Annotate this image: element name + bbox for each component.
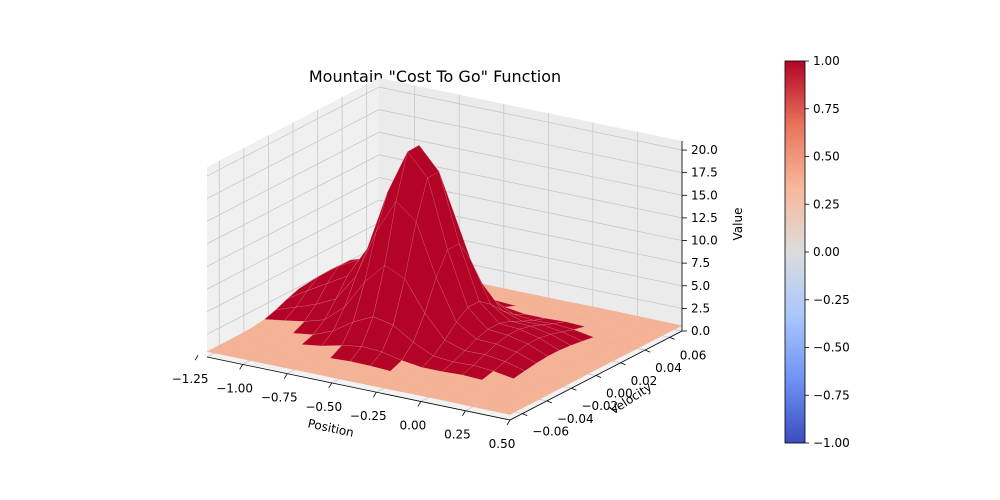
x-axis-line (206, 356, 511, 421)
colorbar-tick-label: −1.00 (813, 436, 850, 450)
z-tick-labels: 0.0 2.5 5.0 7.5 10.0 12.5 15.0 17.5 20.0 (682, 143, 718, 338)
z-tick-label: 0.0 (691, 324, 710, 338)
y-tick-mark (620, 362, 626, 366)
x-tick-mark (194, 354, 199, 361)
x-tick-label: −0.75 (261, 391, 298, 405)
y-tick-label: −0.06 (532, 425, 569, 439)
z-tick-label: 7.5 (691, 256, 710, 270)
z-axis-label: Value (731, 208, 745, 241)
colorbar-tick-label: −0.25 (813, 293, 850, 307)
z-tick-label: 17.5 (691, 166, 718, 180)
z-tick-label: 2.5 (691, 301, 710, 315)
x-axis-label: Position (307, 416, 356, 439)
grid-line (206, 131, 380, 222)
grid-line (378, 131, 683, 196)
x-tick-mark (372, 392, 377, 398)
chart-title: Mountain "Cost To Go" Function (309, 67, 561, 86)
colorbar-tick-label: 0.00 (813, 245, 840, 259)
x-tick-label: −0.50 (305, 400, 342, 414)
y-tick-mark (546, 400, 553, 404)
y-tick-label: 0.02 (631, 374, 658, 388)
colorbar-tick-label: −0.75 (813, 388, 850, 402)
x-tick-label: 0.00 (400, 418, 427, 432)
x-tick-mark (417, 401, 422, 407)
y-tick-mark (595, 375, 602, 378)
x-tick-mark (328, 382, 333, 389)
z-tick-label: 15.0 (691, 188, 718, 202)
colorbar-tick-label: 0.75 (813, 102, 840, 116)
colorbar-ticks: 1.00 0.75 0.50 0.25 0.00 −0.25 −0.50 −0.75 −1.00 (805, 54, 850, 450)
grid-line (378, 86, 683, 151)
colorbar-tick-label: 1.00 (813, 54, 840, 68)
grid-line (378, 109, 683, 174)
z-tick-label: 10.0 (691, 234, 718, 248)
y-tick-mark (522, 413, 528, 417)
x-tick-label: −1.00 (216, 381, 253, 395)
z-tick-label: 5.0 (691, 279, 710, 293)
x-tick-labels: −1.25 −1.00 −0.75 −0.50 −0.25 0.00 0.25 0.50 (172, 354, 516, 451)
grid-line (206, 109, 380, 200)
y-tick-label: 0.00 (606, 387, 633, 401)
colorbar-tick-label: −0.50 (813, 341, 850, 355)
colorbar (784, 60, 806, 444)
grid-line (206, 177, 380, 267)
x-tick-label: −1.25 (172, 372, 209, 386)
y-tick-mark (644, 349, 651, 353)
z-tick-label: 12.5 (691, 211, 718, 225)
y-tick-label: 0.04 (655, 361, 682, 375)
x-tick-mark (462, 410, 466, 416)
x-tick-mark (506, 419, 511, 426)
surface-patch (487, 403, 522, 415)
x-tick-label: −0.25 (350, 409, 387, 423)
y-tick-label: −0.02 (581, 399, 618, 413)
z-tick-label: 20.0 (691, 143, 718, 157)
surface-plot (206, 144, 683, 415)
grid-line (206, 86, 380, 177)
y-tick-label: 0.06 (680, 348, 707, 362)
x-tick-mark (239, 364, 243, 370)
x-tick-mark (283, 373, 288, 379)
y-tick-mark (669, 336, 675, 340)
y-tick-labels: −0.06−0.04−0.020.000.020.040.06 (522, 336, 707, 439)
x-tick-label: 0.25 (444, 428, 471, 442)
y-tick-mark (571, 387, 577, 391)
colorbar-tick-label: 0.50 (813, 150, 840, 164)
grid-line (206, 222, 380, 313)
grid-line (206, 154, 380, 245)
y-tick-label: −0.04 (557, 412, 594, 426)
grid-line (206, 199, 380, 290)
colorbar-tick-label: 0.25 (813, 197, 840, 211)
x-tick-label: 0.50 (489, 437, 516, 451)
